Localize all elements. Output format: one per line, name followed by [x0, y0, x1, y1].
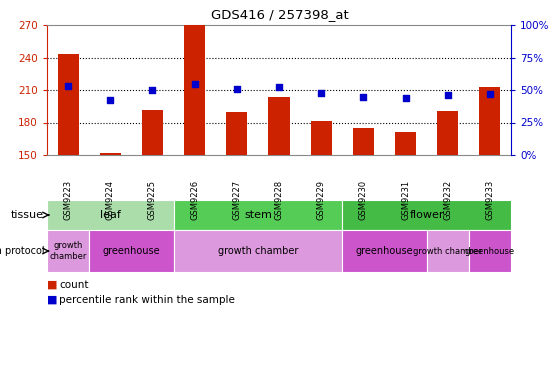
Point: [359, 94, 368, 100]
Text: count: count: [59, 280, 89, 290]
Point: [443, 92, 452, 98]
Bar: [268, 97, 290, 155]
Bar: [100, 153, 121, 155]
Point: [148, 87, 157, 93]
Text: greenhouse: greenhouse: [465, 246, 515, 255]
Bar: [395, 132, 416, 155]
Text: GSM9229: GSM9229: [317, 180, 326, 220]
Text: percentile rank within the sample: percentile rank within the sample: [59, 295, 235, 305]
Text: GSM9231: GSM9231: [401, 180, 410, 220]
Bar: [480, 87, 500, 155]
Text: flower: flower: [409, 210, 444, 220]
Text: greenhouse: greenhouse: [102, 246, 160, 256]
Bar: [311, 122, 331, 155]
Text: leaf: leaf: [100, 210, 121, 220]
Text: ■: ■: [47, 280, 58, 290]
Bar: [58, 54, 79, 155]
Text: GSM9232: GSM9232: [443, 180, 452, 220]
Bar: [353, 128, 374, 155]
Point: [106, 97, 115, 103]
Text: ■: ■: [47, 295, 58, 305]
Text: growth
chamber: growth chamber: [49, 241, 87, 261]
Point: [485, 91, 494, 97]
Text: tissue: tissue: [11, 210, 44, 220]
Bar: [437, 111, 458, 155]
Point: [190, 81, 199, 86]
Bar: [184, 25, 205, 155]
Text: GSM9228: GSM9228: [274, 180, 283, 220]
Point: [274, 85, 283, 90]
Text: growth chamber: growth chamber: [413, 246, 482, 255]
Text: growth chamber: growth chamber: [217, 246, 298, 256]
Text: GSM9223: GSM9223: [64, 180, 73, 220]
Point: [317, 90, 326, 96]
Text: greenhouse: greenhouse: [356, 246, 413, 256]
Point: [64, 83, 73, 89]
Text: GSM9224: GSM9224: [106, 180, 115, 220]
Point: [233, 86, 241, 92]
Text: GSM9225: GSM9225: [148, 180, 157, 220]
Bar: [142, 109, 163, 155]
Text: GSM9233: GSM9233: [485, 180, 494, 220]
Text: growth protocol: growth protocol: [0, 246, 44, 256]
Text: stem: stem: [244, 210, 272, 220]
Text: GSM9227: GSM9227: [233, 180, 241, 220]
Text: GSM9230: GSM9230: [359, 180, 368, 220]
Text: GSM9226: GSM9226: [190, 180, 199, 220]
Point: [401, 95, 410, 101]
Bar: [226, 112, 248, 155]
Text: GDS416 / 257398_at: GDS416 / 257398_at: [211, 8, 349, 21]
